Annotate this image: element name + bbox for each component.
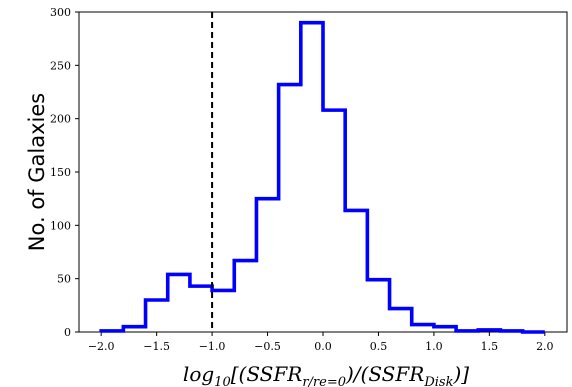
x-tick-label: −1.5 (143, 340, 170, 353)
y-tick-label: 200 (50, 113, 71, 126)
y-tick-label: 150 (50, 166, 71, 179)
x-tick-label: 1.5 (481, 340, 499, 353)
y-tick-label: 100 (50, 219, 71, 232)
histogram-step-line (99, 20, 545, 334)
x-tick-label: −0.5 (254, 340, 281, 353)
x-tick-label: 1.0 (425, 340, 443, 353)
x-axis-label: log10[(SSFRr/re=0)/(SSFRDisk)] (183, 362, 469, 387)
x-tick-label: 2.0 (536, 340, 554, 353)
histogram-series (99, 20, 545, 334)
y-axis-label: No. of Galaxies (25, 93, 49, 251)
y-tick-label: 0 (64, 326, 71, 339)
x-tick-label: −2.0 (88, 340, 115, 353)
x-tick-label: 0.0 (314, 340, 332, 353)
y-axis-ticks: 0 50 100 150 200 250 300 (50, 6, 79, 339)
x-tick-label: 0.5 (370, 340, 388, 353)
x-axis-ticks: −2.0 −1.5 −1.0 −0.5 0.0 0.5 1.0 1.5 2.0 (88, 332, 554, 353)
y-tick-label: 300 (50, 6, 71, 19)
y-tick-label: 250 (50, 59, 71, 72)
x-tick-label: −1.0 (199, 340, 226, 353)
y-tick-label: 50 (57, 273, 71, 286)
